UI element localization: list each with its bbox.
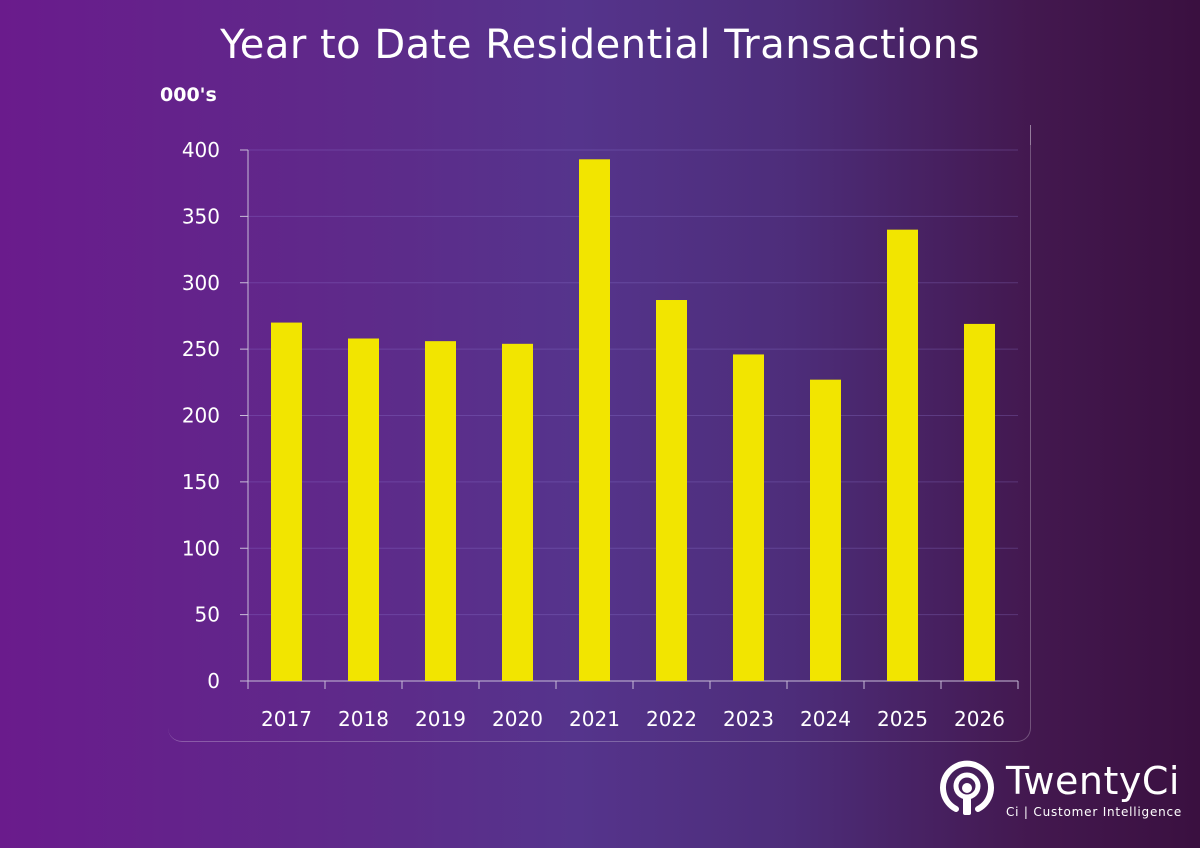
x-tick-label: 2026 (954, 707, 1005, 731)
bar-2024 (810, 379, 841, 681)
twentyci-logo: TwentyCi Ci | Customer Intelligence (938, 757, 1181, 827)
bars (271, 159, 995, 682)
x-tick-label: 2025 (877, 707, 928, 731)
x-tick-label: 2023 (723, 707, 774, 731)
y-tick-label: 0 (207, 669, 220, 693)
bar-2025 (887, 229, 918, 681)
pin-icon (940, 760, 994, 815)
bar-2020 (502, 343, 533, 681)
y-tick-label: 50 (195, 603, 220, 627)
x-tick-label: 2022 (646, 707, 697, 731)
y-tick-label: 350 (182, 204, 220, 228)
y-tick-label: 400 (182, 138, 220, 162)
y-tick-label: 300 (182, 271, 220, 295)
y-tick-label: 150 (182, 470, 220, 494)
x-tick-label: 2018 (338, 707, 389, 731)
x-tick-label: 2017 (261, 707, 312, 731)
x-tick-label: 2021 (569, 707, 620, 731)
bar-2017 (271, 322, 302, 681)
bar-2019 (425, 341, 456, 681)
brand-tagline: Ci | Customer Intelligence (1006, 805, 1183, 819)
chart-panel (168, 125, 1031, 742)
bar-2022 (656, 300, 687, 681)
chart-title: Year to Date Residential Transactions (220, 22, 980, 68)
x-tick-label: 2024 (800, 707, 851, 731)
x-tick-label: 2020 (492, 707, 543, 731)
tick-labels: 0 50 100 150 200 250 300 350 400 2017 2018 2019 2020… (182, 138, 1005, 731)
bar-2026 (964, 323, 995, 681)
brand-name: TwentyCi (1006, 759, 1180, 803)
y-tick-label: 250 (182, 337, 220, 361)
bar-2021 (579, 159, 610, 682)
x-tick-label: 2019 (415, 707, 466, 731)
bar-2023 (733, 354, 764, 681)
y-tick-label: 200 (182, 404, 220, 428)
y-axis-unit-label: 000's (160, 84, 217, 106)
bar-2018 (348, 338, 379, 681)
y-tick-label: 100 (182, 536, 220, 560)
